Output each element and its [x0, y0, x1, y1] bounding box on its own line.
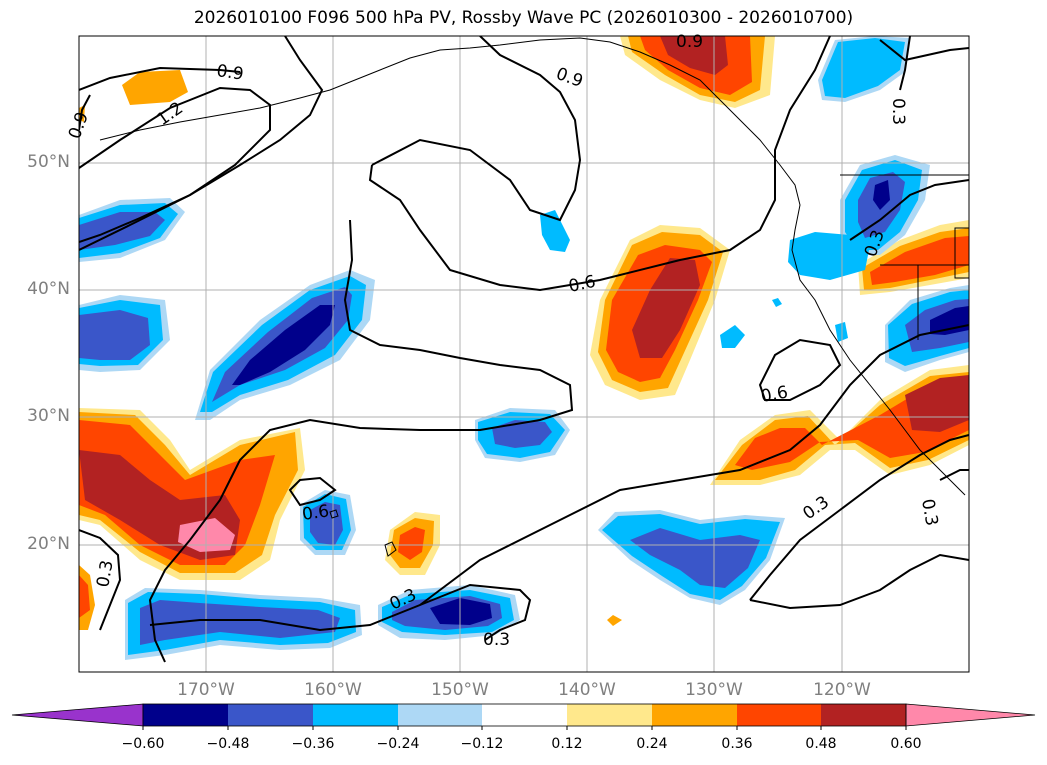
latitude-label: 20°N: [27, 534, 70, 554]
colorbar-extend-min: [11, 703, 144, 727]
negative-anomaly-northeast: [788, 36, 969, 372]
longitude-label: 120°W: [813, 680, 871, 700]
colorbar-tick-label: −0.48: [206, 736, 250, 752]
positive-anomaly-northeast: [79, 36, 775, 122]
colorbar-tick-label: −0.24: [376, 736, 420, 752]
negative-anomaly-small: [300, 210, 848, 555]
colorbar-tick-label: 0.48: [805, 736, 837, 752]
positive-anomaly-hawaii: [385, 512, 440, 575]
map-title: 2026010100 F096 500 hPa PV, Rossby Wave …: [193, 8, 854, 28]
contour-label: 0.3: [483, 630, 510, 650]
contour-label: 0.3: [888, 98, 908, 125]
contour-label: 0.3: [93, 559, 117, 589]
gridlines: [79, 36, 969, 672]
longitude-label: 170°W: [177, 680, 235, 700]
colorbar-tick-label: 0.36: [721, 736, 753, 752]
colorbar-tick-label: 0.60: [890, 736, 922, 752]
colorbar-segment: [737, 704, 821, 726]
negative-anomaly-diagonal: [195, 270, 375, 420]
pv-contours: [79, 36, 969, 663]
contour-label: 0.3: [917, 497, 941, 527]
contour-labels: 0.9 1.2 0.9 0.9 0.9 0.3 0.6 0.6 0.6 0.3 …: [65, 32, 942, 650]
colorbar-tick-label: −0.12: [460, 736, 504, 752]
longitude-label: 130°W: [685, 680, 743, 700]
colorbar-tick-label: −0.36: [291, 736, 335, 752]
colorbar-segment: [228, 704, 313, 726]
colorbar-segment: [482, 704, 567, 726]
longitude-label: 160°W: [304, 680, 362, 700]
shaded-anomalies: [79, 36, 969, 660]
contour-label: 0.9: [676, 32, 703, 52]
negative-anomaly-south: [125, 585, 520, 660]
contour-label: 0.6: [567, 272, 598, 297]
contour-label: 0.9: [215, 61, 245, 85]
colorbar-segment: [652, 704, 737, 726]
latitude-label: 30°N: [27, 406, 70, 426]
colorbar-tick-label: −0.60: [121, 736, 165, 752]
colorbar-segment: [313, 704, 398, 726]
positive-anomaly-central: [590, 225, 730, 400]
coastlines: [99, 37, 969, 557]
colorbar-segment: [398, 704, 482, 726]
colorbar-segment: [821, 704, 906, 726]
colorbar-extend-max: [905, 703, 1036, 727]
colorbar-segment: [567, 704, 652, 726]
longitude-label: 140°W: [558, 680, 616, 700]
colorbar-tick-label: 0.12: [551, 736, 583, 752]
contour-label: 0.6: [301, 501, 331, 525]
contour-label: 0.6: [759, 383, 789, 407]
plot-frame: [78, 35, 970, 673]
latitude-label: 50°N: [27, 152, 70, 172]
colorbar: [11, 703, 1036, 730]
negative-anomaly-southeast: [598, 510, 785, 605]
longitude-label: 150°W: [431, 680, 489, 700]
positive-anomaly-east: [607, 220, 969, 626]
contour-label: 0.9: [553, 64, 585, 92]
latitude-label: 40°N: [27, 279, 70, 299]
colorbar-segment: [143, 704, 228, 726]
colorbar-tick-label: 0.24: [636, 736, 668, 752]
